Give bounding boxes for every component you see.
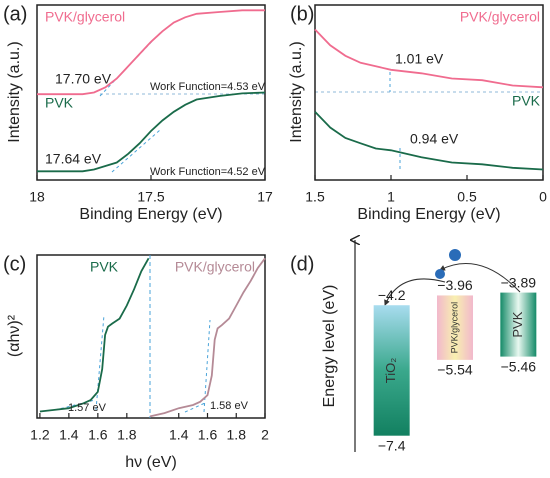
annotation: Work Function=4.52 eV xyxy=(150,166,266,178)
value-label: −3.96 xyxy=(437,277,473,293)
level-bar xyxy=(500,292,537,357)
transfer-arrow xyxy=(384,278,446,306)
tangent-dash xyxy=(184,402,206,413)
category-label: PVK/glycerol xyxy=(449,302,459,354)
x-tick-label: 1 xyxy=(387,189,395,205)
panel-label: (d) xyxy=(290,253,314,275)
category-label: TiO₂ xyxy=(383,358,398,384)
x-tick-label: 1.4 xyxy=(59,427,79,443)
panel-label: (b) xyxy=(290,3,314,25)
value-label: −7.4 xyxy=(378,437,406,453)
annotation: 1.57 eV xyxy=(68,402,107,414)
category-label: PVK xyxy=(510,311,525,337)
value-label: −5.54 xyxy=(437,362,473,378)
y-axis-title: Intensity (a.u.) xyxy=(288,41,305,142)
annotation: 1.01 eV xyxy=(395,51,444,67)
series-label: PVK xyxy=(90,259,119,275)
series-label: PVK xyxy=(45,95,74,111)
series-line xyxy=(37,9,265,96)
frame xyxy=(314,4,544,181)
y-axis-title: Intensity (a.u.) xyxy=(6,41,23,142)
series-label: PVK/glycerol xyxy=(175,259,255,275)
x-tick-label: 18 xyxy=(29,189,45,205)
x-tick-label: 1.6 xyxy=(88,427,108,443)
x-tick-label: 0.5 xyxy=(457,189,477,205)
x-tick-label: 0 xyxy=(539,189,547,205)
x-tick-label: 1.4 xyxy=(169,427,189,443)
x-tick-label: 17.5 xyxy=(137,189,164,205)
tangent-dash xyxy=(95,314,105,411)
x-tick-label: 1.2 xyxy=(30,427,50,443)
series-label: PVK/glycerol xyxy=(460,9,540,25)
frame xyxy=(36,254,266,419)
x-tick-label: 1.8 xyxy=(117,427,137,443)
y-axis-title: Energy level (eV) xyxy=(321,285,338,408)
x-axis-title: Binding Energy (eV) xyxy=(79,206,222,223)
level-bar xyxy=(437,295,473,360)
x-tick-label: 1.5 xyxy=(305,189,325,205)
series-line xyxy=(39,257,150,413)
x-axis-title: Binding Energy (eV) xyxy=(357,206,500,223)
electron-icon xyxy=(449,249,461,261)
series-label: PVK/glycerol xyxy=(45,9,125,25)
x-tick-label: 1.6 xyxy=(198,427,218,443)
annotation: Work Function=4.53 eV xyxy=(150,81,266,93)
panel-label: (c) xyxy=(3,253,26,275)
x-axis-title: hν (eV) xyxy=(125,454,177,471)
x-tick-label: 1.8 xyxy=(227,427,247,443)
series-line xyxy=(314,111,544,171)
x-tick-label: 2 xyxy=(261,427,269,443)
level-bar xyxy=(373,305,410,436)
series-line xyxy=(37,91,266,173)
electron-icon xyxy=(435,269,445,279)
value-label: −4.2 xyxy=(378,287,406,303)
annotation: 1.58 eV xyxy=(210,400,249,412)
transfer-arrow xyxy=(439,263,521,293)
series-line xyxy=(149,257,266,418)
value-label: −5.46 xyxy=(501,358,537,374)
y-axis-title: (αhν)² xyxy=(6,314,23,357)
series-line xyxy=(314,28,544,89)
annotation: 17.70 eV xyxy=(55,71,112,87)
value-label: −3.89 xyxy=(501,274,537,290)
annotation: 17.64 eV xyxy=(45,151,102,167)
tangent-dash xyxy=(111,129,161,173)
series-label: PVK xyxy=(512,93,541,109)
annotation: 0.94 eV xyxy=(410,131,459,147)
panel-label: (a) xyxy=(3,3,27,25)
x-tick-label: 17 xyxy=(257,189,273,205)
